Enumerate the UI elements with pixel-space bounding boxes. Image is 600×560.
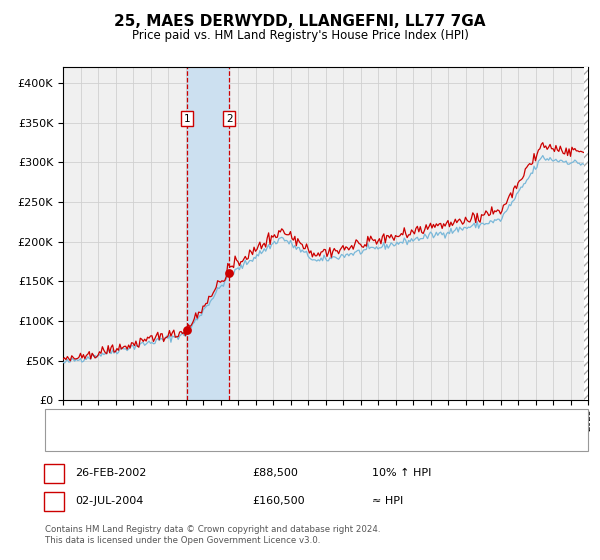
Point xyxy=(182,326,192,335)
Text: 1: 1 xyxy=(184,114,190,124)
Text: £88,500: £88,500 xyxy=(252,468,298,478)
Text: ——: —— xyxy=(54,414,69,427)
Text: 02-JUL-2004: 02-JUL-2004 xyxy=(75,496,143,506)
Text: ——: —— xyxy=(54,432,69,446)
Text: 25, MAES DERWYDD, LLANGEFNI, LL77 7GA: 25, MAES DERWYDD, LLANGEFNI, LL77 7GA xyxy=(114,14,486,29)
Text: 26-FEB-2002: 26-FEB-2002 xyxy=(75,468,146,478)
Text: 25, MAES DERWYDD, LLANGEFNI, LL77 7GA (detached house): 25, MAES DERWYDD, LLANGEFNI, LL77 7GA (d… xyxy=(90,416,412,426)
Text: £160,500: £160,500 xyxy=(252,496,305,506)
Text: 1: 1 xyxy=(50,468,58,478)
Text: 10% ↑ HPI: 10% ↑ HPI xyxy=(372,468,431,478)
Text: Contains HM Land Registry data © Crown copyright and database right 2024.
This d: Contains HM Land Registry data © Crown c… xyxy=(45,525,380,545)
Text: 2: 2 xyxy=(50,496,58,506)
Bar xyxy=(187,67,229,400)
Text: Price paid vs. HM Land Registry's House Price Index (HPI): Price paid vs. HM Land Registry's House … xyxy=(131,29,469,42)
Text: 2: 2 xyxy=(226,114,233,124)
Text: HPI: Average price, detached house, Isle of Anglesey: HPI: Average price, detached house, Isle… xyxy=(90,434,365,444)
Point xyxy=(224,269,234,278)
Text: ≈ HPI: ≈ HPI xyxy=(372,496,403,506)
Bar xyxy=(584,67,588,400)
